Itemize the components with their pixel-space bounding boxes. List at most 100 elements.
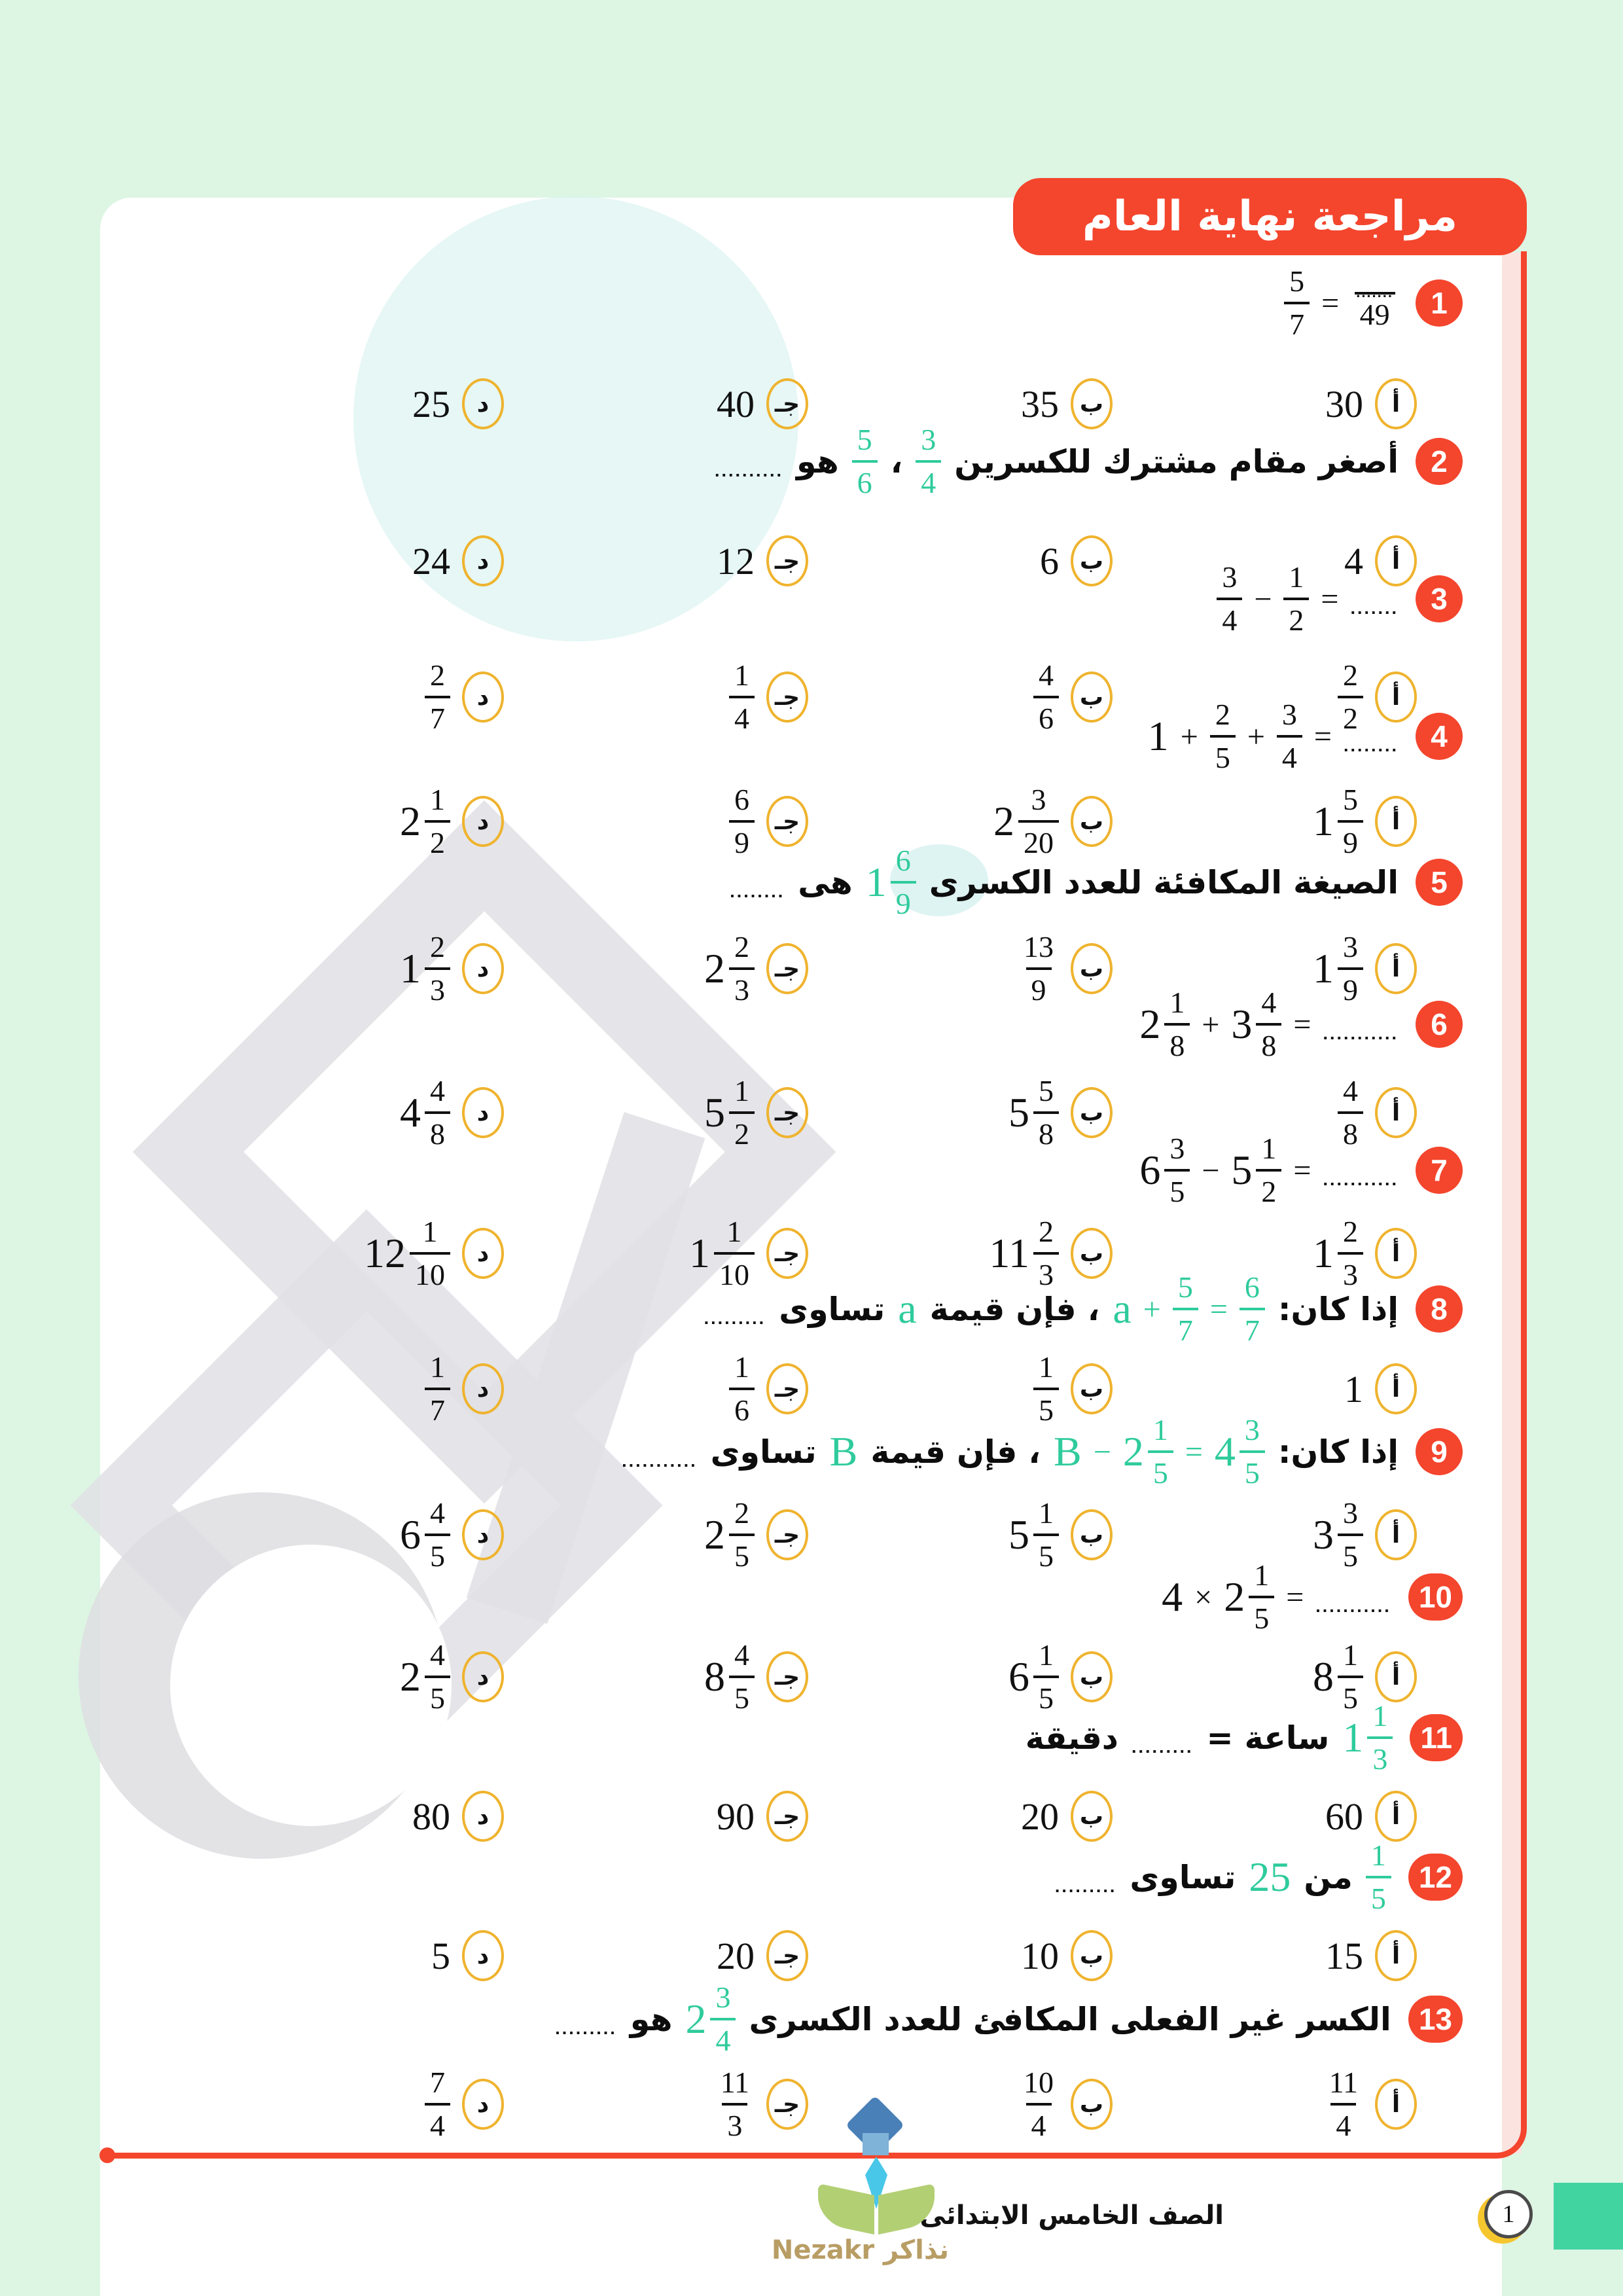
option-letter-circle[interactable]: أ — [1375, 1228, 1417, 1279]
option-choice-جـ[interactable]: جـ 5 1 2 — [504, 1064, 808, 1162]
option-letter-circle[interactable]: د — [462, 378, 504, 429]
option-choice-جـ[interactable]: جـ 11 3 — [504, 2055, 808, 2153]
option-choice-د[interactable]: د 25 — [200, 355, 504, 453]
option-letter-circle[interactable]: أ — [1375, 535, 1417, 586]
option-letter-circle[interactable]: أ — [1375, 1791, 1417, 1842]
option-letter-circle[interactable]: ب — [1071, 943, 1113, 994]
option-choice-ب[interactable]: ب 10 4 — [808, 2055, 1113, 2153]
option-choice-ب[interactable]: ب 11 2 3 — [808, 1204, 1113, 1302]
option-letter-circle[interactable]: ب — [1071, 2079, 1113, 2130]
option-letter-circle[interactable]: ب — [1071, 535, 1113, 586]
option-choice-جـ[interactable]: جـ 6 9 — [504, 772, 808, 870]
option-letter-circle[interactable]: د — [462, 2079, 504, 2130]
option-letter-circle[interactable]: أ — [1375, 2079, 1417, 2130]
option-letter-circle[interactable]: ب — [1071, 1651, 1113, 1702]
option-letter-circle[interactable]: د — [462, 943, 504, 994]
option-letter-circle[interactable]: أ — [1375, 378, 1417, 429]
option-letter-circle[interactable]: د — [462, 672, 504, 723]
option-letter-circle[interactable]: ب — [1071, 1930, 1113, 1981]
option-choice-د[interactable]: د 80 — [200, 1767, 504, 1865]
option-choice-جـ[interactable]: جـ 8 4 5 — [504, 1628, 808, 1726]
option-letter-circle[interactable]: أ — [1375, 1363, 1417, 1414]
option-letter-circle[interactable]: ب — [1071, 1087, 1113, 1138]
option-letter-circle[interactable]: جـ — [766, 1651, 808, 1702]
option-letter-circle[interactable]: د — [462, 1087, 504, 1138]
option-letter-circle[interactable]: د — [462, 535, 504, 586]
option-letter-circle[interactable]: أ — [1375, 1930, 1417, 1981]
option-letter-circle[interactable]: جـ — [766, 535, 808, 586]
option-letter-circle[interactable]: أ — [1375, 796, 1417, 847]
option-letter-circle[interactable]: د — [462, 796, 504, 847]
option-choice-ب[interactable]: ب 2 3 20 — [808, 772, 1113, 870]
option-letter-circle[interactable]: ب — [1071, 1228, 1113, 1279]
option-choice-أ[interactable]: أ 11 4 — [1113, 2055, 1417, 2153]
option-letter-circle[interactable]: جـ — [766, 1791, 808, 1842]
option-choice-جـ[interactable]: جـ 2 2 5 — [504, 1486, 808, 1584]
option-letter-circle[interactable]: د — [462, 1363, 504, 1414]
option-choice-جـ[interactable]: جـ 1 6 — [504, 1340, 808, 1438]
option-choice-أ[interactable]: أ 15 — [1113, 1907, 1417, 2005]
option-letter-circle[interactable]: جـ — [766, 1087, 808, 1138]
option-choice-جـ[interactable]: جـ 2 2 3 — [504, 920, 808, 1018]
option-letter-circle[interactable]: جـ — [766, 1930, 808, 1981]
option-letter-circle[interactable]: أ — [1375, 1509, 1417, 1560]
option-letter-circle[interactable]: ب — [1071, 1363, 1113, 1414]
option-choice-ب[interactable]: ب 10 — [808, 1907, 1113, 2005]
option-letter-circle[interactable]: ب — [1071, 1509, 1113, 1560]
option-choice-ب[interactable]: ب 20 — [808, 1767, 1113, 1865]
option-letter-circle[interactable]: أ — [1375, 672, 1417, 723]
option-letter-circle[interactable]: ب — [1071, 672, 1113, 723]
option-choice-ب[interactable]: ب 13 9 — [808, 920, 1113, 1018]
option-letter-circle[interactable]: د — [462, 1651, 504, 1702]
option-letter-circle[interactable]: جـ — [766, 796, 808, 847]
option-letter-circle[interactable]: د — [462, 1791, 504, 1842]
option-letter-circle[interactable]: جـ — [766, 1363, 808, 1414]
option-letter-circle[interactable]: أ — [1375, 1087, 1417, 1138]
option-letter-circle[interactable]: جـ — [766, 1509, 808, 1560]
option-letter-circle[interactable]: ب — [1071, 796, 1113, 847]
option-choice-جـ[interactable]: جـ 1 1 10 — [504, 1204, 808, 1302]
option-letter-circle[interactable]: د — [462, 1509, 504, 1560]
option-letter-circle[interactable]: جـ — [766, 943, 808, 994]
option-letter-circle[interactable]: ب — [1071, 1791, 1113, 1842]
option-choice-أ[interactable]: أ 30 — [1113, 355, 1417, 453]
option-letter-circle[interactable]: أ — [1375, 1651, 1417, 1702]
option-choice-جـ[interactable]: جـ 20 — [504, 1907, 808, 2005]
option-letter-circle[interactable]: د — [462, 1228, 504, 1279]
option-letter-circle[interactable]: د — [462, 1930, 504, 1981]
option-letter-circle[interactable]: جـ — [766, 2079, 808, 2130]
option-letter-circle[interactable]: جـ — [766, 1228, 808, 1279]
option-choice-جـ[interactable]: جـ 90 — [504, 1767, 808, 1865]
option-choice-د[interactable]: د 12 1 10 — [200, 1204, 504, 1302]
option-letter-circle[interactable]: أ — [1375, 943, 1417, 994]
option-choice-أ[interactable]: أ 60 — [1113, 1767, 1417, 1865]
option-choice-جـ[interactable]: جـ 1 4 — [504, 648, 808, 746]
option-letter-circle[interactable]: جـ — [766, 672, 808, 723]
option-letter-circle[interactable]: ب — [1071, 378, 1113, 429]
option-choice-ب[interactable]: ب 35 — [808, 355, 1113, 453]
option-choice-جـ[interactable]: جـ 12 — [504, 512, 808, 610]
